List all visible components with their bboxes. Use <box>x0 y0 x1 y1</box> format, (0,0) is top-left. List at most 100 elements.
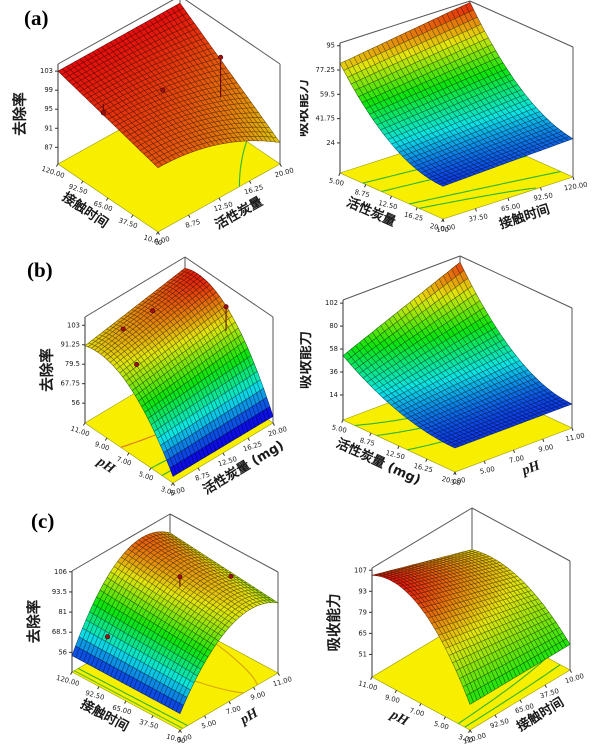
axis-tick-label: 11.00 <box>70 424 91 438</box>
z-tick-label: 56 <box>71 399 80 407</box>
z-axis-title: 吸收能力 <box>300 79 311 137</box>
axis-tick-label: 9.00 <box>250 690 267 702</box>
design-point <box>228 573 234 579</box>
axis-tick-label: 11.00 <box>357 679 378 692</box>
z-tick-label: 102 <box>325 299 338 307</box>
design-point <box>177 574 183 580</box>
z-axis: 87 91 95 99 103 去除率 <box>11 64 59 164</box>
axis-tick-label: 11.00 <box>272 675 293 688</box>
z-tick-label: 65 <box>358 629 367 637</box>
z-tick-label: 77.25 <box>316 66 335 74</box>
z-axis: 24 41.75 59.5 77.25 95 吸收能力 <box>300 42 341 173</box>
z-tick-label: 81 <box>58 608 67 616</box>
axis-tick-label: 7.00 <box>508 454 524 465</box>
z-tick-label: 87 <box>44 143 53 151</box>
z-tick-label: 95 <box>326 42 335 50</box>
z-tick-label: 103 <box>40 67 53 75</box>
z-tick-label: 41.75 <box>316 115 335 123</box>
z-tick-label: 67.75 <box>61 380 80 388</box>
axis-tick-label: 8.75 <box>354 188 371 199</box>
axis-tick-label: 11.00 <box>565 432 586 444</box>
axis-tick-label: 9.00 <box>94 440 111 452</box>
z-tick-label: 58 <box>329 345 338 353</box>
axis-tick-label: 10.00 <box>564 672 585 685</box>
design-points <box>105 573 234 640</box>
z-tick-label: 95 <box>44 105 53 113</box>
axis-tick-label: 7.00 <box>116 455 133 467</box>
z-tick-label: 14 <box>329 391 338 399</box>
surface-plot-b_left: 5667.7579.591.25103去除率3.005.007.009.0011… <box>38 256 288 498</box>
design-point <box>134 361 140 367</box>
axis-tick-label: 9.00 <box>538 443 554 454</box>
axis-title: pH <box>519 458 543 479</box>
z-tick-label: 79 <box>358 608 367 616</box>
z-tick-label: 91.25 <box>61 341 80 349</box>
surface-mesh <box>371 549 571 705</box>
axis-title: 接触时间 <box>514 694 567 735</box>
right-bottom-axis: 3.00 5.00 7.00 9.00 11.00 pH <box>450 427 586 487</box>
z-axis-title: 吸收能力 <box>325 594 343 652</box>
axis-tick-label: 37.50 <box>118 216 139 230</box>
axis-tick-label: 9.00 <box>384 693 401 705</box>
axis-tick-label: 37.50 <box>468 212 489 223</box>
axis-tick-label: 3.00 <box>450 476 466 487</box>
axis-tick-label: 5.00 <box>154 235 171 247</box>
z-tick-label: 59.5 <box>320 90 335 98</box>
surface-plot-a_right: 2441.7559.577.2595吸收能力20.0016.2512.508.7… <box>300 0 588 234</box>
z-tick-label: 79.5 <box>65 360 80 368</box>
z-axis-title: 去除率 <box>25 599 43 643</box>
axis-tick-label: 16.25 <box>243 183 264 196</box>
z-axis: 14 36 58 80 102 吸收能力 <box>300 299 344 420</box>
z-tick-label: 36 <box>329 368 338 376</box>
z-tick-label: 56 <box>58 648 67 656</box>
surface-mesh <box>342 262 573 449</box>
design-points <box>100 54 224 116</box>
z-tick-label: 68.5 <box>52 628 67 636</box>
panel-label-b: (b) <box>27 258 53 282</box>
axis-tick-label: 3.00 <box>176 733 193 745</box>
surface-plot-c_left: 5668.58193.5106去除率10.0037.5065.0092.5012… <box>25 513 293 745</box>
axis-tick-label: 5.00 <box>328 177 345 188</box>
axis-tick-label: 92.50 <box>489 717 510 730</box>
z-axis-title: 去除率 <box>38 348 56 392</box>
surface-plot-c_right: 51 65 79 93 107 吸收能力 3.00 5.00 7.00 9.00 11.00 pH 12… <box>325 507 585 746</box>
z-axis: 56 68.5 81 93.5 106 去除率 <box>25 568 73 672</box>
surface-mesh <box>71 531 279 714</box>
floor-contours <box>457 657 561 728</box>
axis-title: pH <box>93 454 118 478</box>
axis-tick-label: 65.00 <box>500 202 521 213</box>
z-axis-title: 去除率 <box>11 92 29 136</box>
axis-tick-label: 120.00 <box>563 181 588 193</box>
z-tick-label: 99 <box>44 86 53 94</box>
z-tick-label: 93 <box>358 587 367 595</box>
design-points <box>120 304 229 367</box>
z-tick-label: 107 <box>354 566 367 574</box>
axis-tick-label: 16.25 <box>403 211 424 223</box>
axis-tick-label: 5.00 <box>433 720 450 732</box>
z-tick-label: 91 <box>44 124 53 132</box>
design-point <box>120 326 126 332</box>
z-tick-label: 103 <box>67 321 80 329</box>
axis-tick-label: 120.00 <box>40 165 65 180</box>
axis-tick-label: 3.00 <box>457 733 474 745</box>
z-axis: 51 65 79 93 107 吸收能力 <box>325 566 373 677</box>
design-point <box>160 87 166 93</box>
surface-plot-b_right: 14365880102吸收能力20.0016.2512.508.755.00活性… <box>300 255 586 488</box>
axis-title: pH <box>387 707 412 730</box>
axis-tick-label: 37.50 <box>138 718 159 731</box>
axis-tick-label: 5.00 <box>138 470 155 482</box>
axis-tick-label: 5.00 <box>201 718 218 730</box>
axis-tick-label: 8.75 <box>184 218 201 230</box>
z-tick-label: 80 <box>329 322 338 330</box>
design-point <box>223 304 229 310</box>
axis-title: 活性炭量 <box>344 194 398 230</box>
axis-tick-label: 7.00 <box>408 706 425 718</box>
design-point <box>150 308 156 314</box>
surface-mesh <box>57 2 281 168</box>
axis-tick-label: 8.75 <box>359 436 376 447</box>
z-tick-label: 51 <box>358 650 367 658</box>
axis-tick-label: 120.00 <box>55 674 80 688</box>
surface-plot-a_left: 87919599103去除率10.0037.5065.0092.50120.00… <box>11 0 295 247</box>
z-axis-title: 吸收能力 <box>300 331 314 389</box>
